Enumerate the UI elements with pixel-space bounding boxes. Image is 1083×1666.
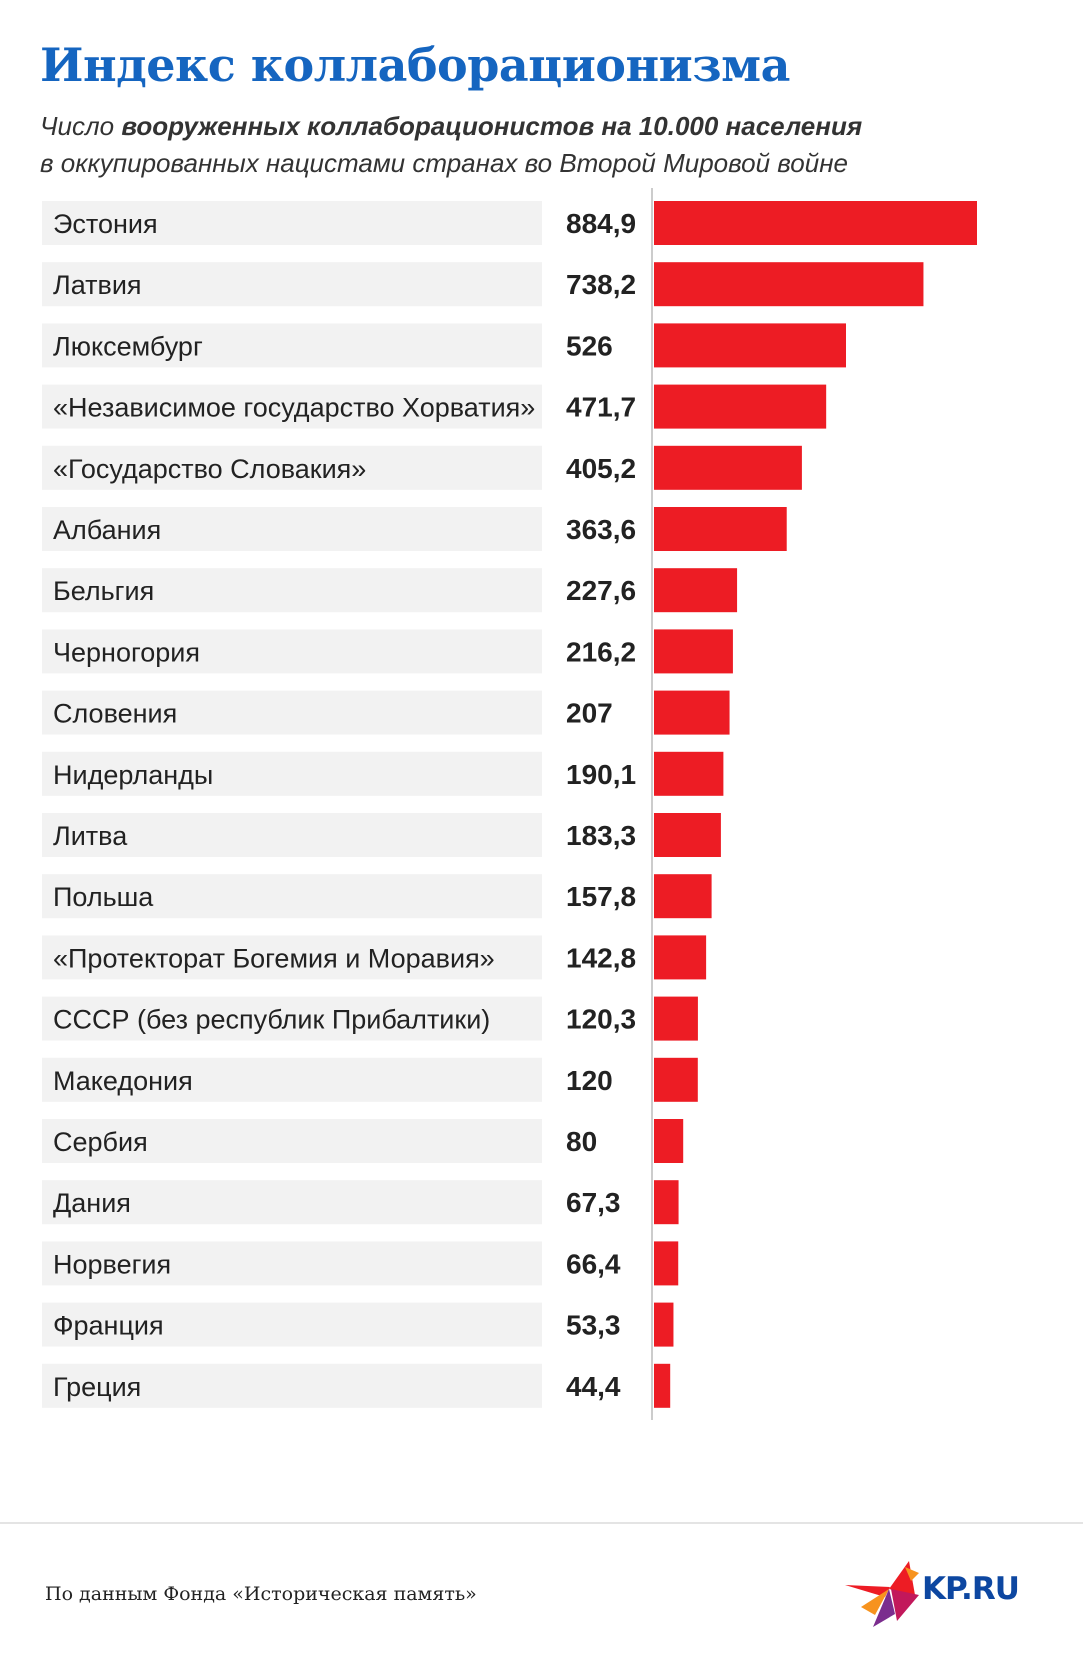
category-label: Нидерланды bbox=[53, 760, 213, 790]
category-label: Греция bbox=[53, 1372, 141, 1402]
value-label: 157,8 bbox=[566, 881, 636, 912]
chart-subtitle: Число вооруженных коллаборационистов на … bbox=[40, 108, 1040, 182]
category-label: «Протекторат Богемия и Моравия» bbox=[53, 943, 495, 973]
bar bbox=[654, 751, 724, 796]
bar bbox=[654, 1241, 679, 1286]
value-label: 227,6 bbox=[566, 575, 636, 606]
value-label: 67,3 bbox=[566, 1187, 621, 1218]
value-label: 53,3 bbox=[566, 1310, 621, 1341]
footer-divider bbox=[0, 1522, 1083, 1524]
row-background bbox=[42, 874, 542, 919]
row-background bbox=[42, 751, 542, 796]
category-label: Литва bbox=[53, 821, 128, 851]
row-background bbox=[42, 507, 542, 551]
row-background bbox=[42, 201, 542, 245]
category-label: СССР (без республик Прибалтики) bbox=[53, 1005, 490, 1035]
value-label: 66,4 bbox=[566, 1248, 621, 1279]
subtitle-bold: вооруженных коллаборационистов на 10.000… bbox=[121, 111, 863, 141]
category-label: Черногория bbox=[53, 637, 200, 667]
row-background bbox=[42, 1180, 542, 1225]
row-background bbox=[42, 568, 542, 613]
value-label: 405,2 bbox=[566, 453, 636, 484]
row-background bbox=[42, 813, 542, 857]
bar bbox=[654, 874, 712, 919]
bar bbox=[654, 201, 977, 245]
row-background bbox=[42, 323, 542, 368]
bar bbox=[654, 1057, 698, 1102]
subtitle-prefix: Число bbox=[40, 111, 122, 141]
category-label: Словения bbox=[53, 699, 177, 729]
row-background bbox=[42, 996, 542, 1041]
category-label: Албания bbox=[53, 515, 161, 545]
bar-chart: Эстония 884,9 Латвия 738,2 Люксембург 526 «Нез… bbox=[42, 188, 977, 1420]
bar bbox=[654, 813, 721, 857]
category-label: Бельгия bbox=[53, 576, 154, 606]
kp-bird-logo-icon[interactable] bbox=[845, 1559, 1050, 1629]
bar bbox=[654, 1119, 684, 1163]
row-background bbox=[42, 1119, 542, 1163]
row-background bbox=[42, 690, 542, 735]
category-label: «Независимое государство Хорватия» bbox=[53, 393, 535, 423]
bar bbox=[654, 323, 846, 368]
bar bbox=[654, 262, 924, 307]
bar bbox=[654, 1302, 674, 1347]
bar bbox=[654, 568, 738, 613]
bar bbox=[654, 507, 787, 551]
category-label: Польша bbox=[53, 882, 154, 912]
category-label: Эстония bbox=[53, 209, 158, 239]
bar bbox=[654, 996, 698, 1041]
logo-text[interactable]: KP.RU bbox=[922, 1571, 1020, 1607]
value-label: 207 bbox=[566, 698, 613, 729]
value-label: 183,3 bbox=[566, 820, 636, 851]
value-label: 363,6 bbox=[566, 514, 636, 545]
bar bbox=[654, 384, 827, 429]
value-label: 190,1 bbox=[566, 759, 636, 790]
category-label: Сербия bbox=[53, 1127, 148, 1157]
value-label: 216,2 bbox=[566, 636, 636, 667]
value-label: 120 bbox=[566, 1065, 613, 1096]
row-background bbox=[42, 1057, 542, 1102]
category-label: «Государство Словакия» bbox=[53, 454, 366, 484]
category-label: Латвия bbox=[53, 270, 142, 300]
row-background bbox=[42, 262, 542, 307]
bar bbox=[654, 1180, 679, 1225]
row-background bbox=[42, 445, 542, 490]
bar bbox=[654, 629, 733, 674]
bar bbox=[654, 935, 707, 980]
source-note: По данным Фонда «Историческая память» bbox=[45, 1583, 477, 1605]
bar bbox=[654, 445, 802, 490]
row-background bbox=[42, 384, 542, 429]
row-background bbox=[42, 1241, 542, 1286]
category-label: Дания bbox=[53, 1188, 131, 1218]
bar bbox=[654, 690, 730, 735]
bar bbox=[654, 1363, 671, 1408]
category-label: Норвегия bbox=[53, 1249, 171, 1279]
value-label: 80 bbox=[566, 1126, 597, 1157]
category-label: Люксембург bbox=[53, 331, 203, 361]
category-label: Македония bbox=[53, 1066, 193, 1096]
row-background bbox=[42, 935, 542, 980]
row-background bbox=[42, 1302, 542, 1347]
row-background bbox=[42, 1363, 542, 1408]
subtitle-line2: в оккупированных нацистами странах во Вт… bbox=[40, 148, 848, 178]
value-label: 884,9 bbox=[566, 208, 636, 239]
category-label: Франция bbox=[53, 1311, 164, 1341]
value-label: 526 bbox=[566, 330, 613, 361]
value-label: 44,4 bbox=[566, 1371, 621, 1402]
value-label: 142,8 bbox=[566, 942, 636, 973]
value-label: 471,7 bbox=[566, 392, 636, 423]
value-label: 738,2 bbox=[566, 269, 636, 300]
row-background bbox=[42, 629, 542, 674]
chart-title: Индекс коллаборационизма bbox=[40, 38, 790, 92]
value-label: 120,3 bbox=[566, 1004, 636, 1035]
